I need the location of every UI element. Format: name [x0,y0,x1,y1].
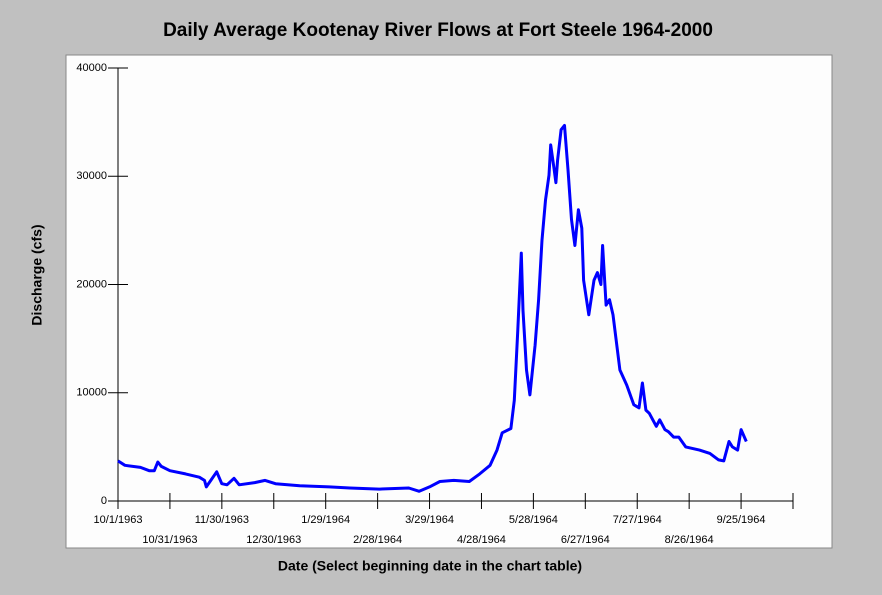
x-tick-label: 2/28/1964 [353,534,402,546]
y-axis-label: Discharge (cfs) [29,224,45,325]
x-tick-label: 4/28/1964 [457,534,506,546]
x-tick-label: 6/27/1964 [561,534,610,546]
plot-area [65,54,833,549]
x-tick-label: 10/31/1963 [142,534,197,546]
x-tick-label: 9/25/1964 [717,514,766,526]
y-tick-label: 40000 [76,62,107,74]
x-axis-label: Date (Select beginning date in the chart… [278,558,582,574]
x-tick-label: 7/27/1964 [613,514,662,526]
x-tick-label: 1/29/1964 [301,514,350,526]
y-tick-label: 30000 [76,170,107,182]
x-tick-label: 3/29/1964 [405,514,454,526]
x-tick-label: 8/26/1964 [665,534,714,546]
x-tick-label: 11/30/1963 [195,514,249,526]
y-tick-label: 20000 [76,278,107,290]
y-tick-label: 0 [101,495,107,507]
x-tick-label: 5/28/1964 [509,514,558,526]
chart-title: Daily Average Kootenay River Flows at Fo… [163,20,713,41]
x-tick-label: 10/1/1963 [94,514,143,526]
y-tick-label: 10000 [76,387,107,399]
x-tick-label: 12/30/1963 [246,534,301,546]
data-line [117,123,748,493]
